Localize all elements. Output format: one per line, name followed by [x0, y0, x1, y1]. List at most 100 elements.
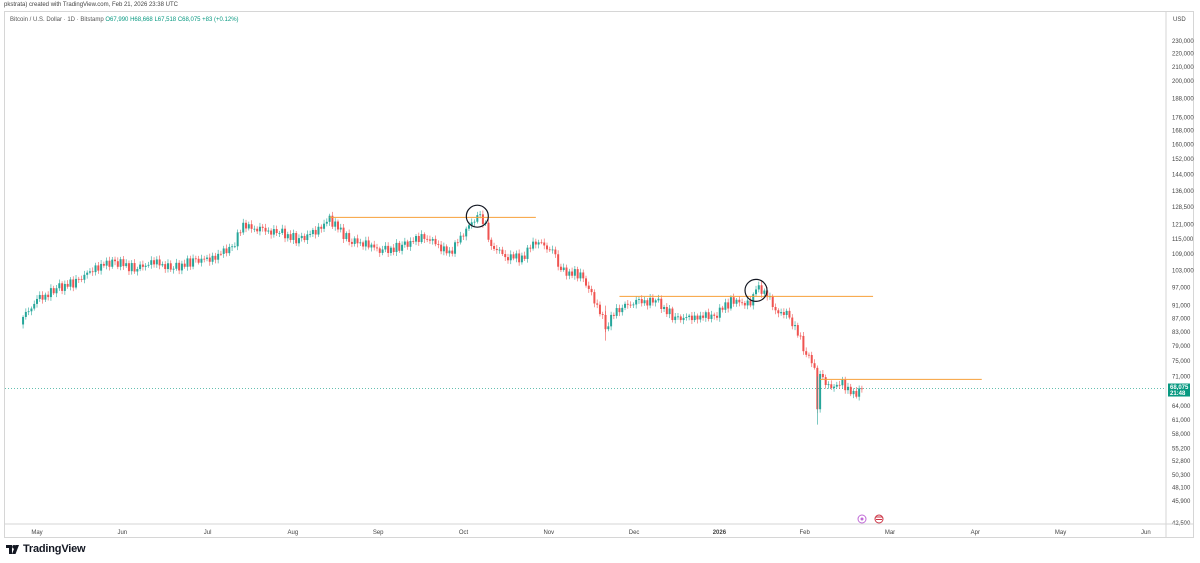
candle-body: [501, 249, 504, 255]
candle-body: [139, 264, 142, 270]
price-tick-label: 103,000: [1172, 268, 1194, 274]
candle-body: [807, 354, 810, 356]
candle-body: [328, 215, 331, 222]
candle-body: [55, 288, 58, 294]
candle-body: [629, 304, 632, 306]
candle-body: [228, 246, 231, 254]
candle-body: [473, 221, 476, 223]
candle-body: [774, 306, 777, 311]
candle-body: [799, 335, 802, 337]
candle-body: [100, 263, 103, 271]
candle-body: [710, 314, 713, 319]
candle-body: [236, 232, 239, 247]
candle-body: [114, 259, 117, 262]
price-countdown: 21:48: [1170, 391, 1186, 397]
candle-body: [350, 241, 353, 244]
candle-body: [217, 253, 220, 260]
candle-body: [264, 227, 267, 232]
candle-body: [763, 290, 766, 294]
candle-body: [225, 248, 228, 254]
candle-body: [38, 294, 41, 299]
price-tick-label: 168,000: [1172, 129, 1194, 135]
candle-body: [359, 242, 362, 244]
candle-body: [481, 214, 484, 224]
candle-body: [741, 302, 744, 304]
candle-body: [247, 224, 250, 229]
candle-body: [796, 325, 799, 336]
price-tick-label: 64,000: [1172, 404, 1191, 410]
candle-body: [175, 262, 178, 269]
candle-body: [454, 242, 457, 254]
candle-body: [663, 306, 666, 310]
candle-body: [721, 307, 724, 310]
candle-body: [523, 255, 526, 259]
candle-body: [395, 242, 398, 253]
candle-body: [643, 300, 646, 304]
candle-body: [261, 226, 264, 228]
price-tick-label: 200,000: [1172, 79, 1194, 85]
candle-body: [660, 298, 663, 310]
candle-body: [116, 261, 119, 267]
candle-body: [729, 297, 732, 309]
candle-body: [83, 274, 86, 280]
time-tick-label: Dec: [629, 530, 640, 536]
time-tick-label: May: [1055, 530, 1066, 536]
candle-body: [284, 228, 287, 239]
candle-body: [757, 285, 760, 290]
candle-body: [197, 258, 200, 263]
candle-body: [44, 294, 47, 300]
candle-body: [41, 294, 44, 300]
candle-body: [593, 292, 596, 304]
candle-body: [676, 316, 679, 318]
price-tick-label: 50,300: [1172, 473, 1191, 479]
tradingview-footer: TradingView: [6, 543, 86, 555]
candle-body: [771, 296, 774, 307]
chart-frame: [4, 11, 1194, 538]
candle-body: [635, 299, 638, 305]
legend-symbol: Bitcoin / U.S. Dollar · 1D · Bitstamp: [10, 17, 104, 23]
candle-body: [442, 246, 445, 252]
candle-body: [292, 233, 295, 240]
candle-body: [336, 221, 339, 230]
candle-body: [387, 245, 390, 253]
candle-body: [295, 233, 298, 244]
candle-body: [810, 355, 813, 364]
candle-body: [136, 269, 139, 272]
candle-body: [415, 236, 418, 242]
candle-body: [713, 314, 716, 316]
candle-body: [702, 315, 705, 318]
time-tick-label: Jun: [117, 530, 127, 536]
candle-body: [437, 244, 440, 246]
candle-body: [587, 285, 590, 289]
candle-body: [565, 267, 568, 276]
candle-body: [445, 246, 448, 254]
candle-body: [532, 241, 535, 249]
candle-body: [245, 222, 248, 229]
candle-body: [534, 241, 537, 245]
candle-body: [166, 263, 169, 270]
candle-body: [108, 260, 111, 267]
candle-body: [250, 224, 253, 229]
candle-body: [36, 298, 38, 304]
candle-body: [94, 265, 97, 273]
candle-body: [194, 258, 197, 260]
candle-body: [651, 297, 654, 303]
price-tick-label: 121,000: [1172, 222, 1194, 228]
symbol-legend: Bitcoin / U.S. Dollar · 1D · Bitstamp O6…: [10, 17, 239, 23]
price-tick-label: 91,000: [1172, 304, 1191, 310]
price-tick-label: 144,000: [1172, 173, 1194, 179]
candle-body: [289, 234, 292, 240]
price-tick-label: 109,000: [1172, 252, 1194, 258]
candle-body: [855, 390, 858, 397]
candle-body: [476, 215, 479, 222]
legend-open: O67,990: [105, 17, 129, 23]
time-tick-label: 2026: [713, 530, 727, 536]
candle-body: [183, 263, 186, 267]
candle-body: [164, 264, 167, 270]
price-axis-currency: USD: [1173, 17, 1186, 23]
candle-body: [192, 258, 195, 267]
candle-body: [785, 310, 788, 315]
price-tick-label: 210,000: [1172, 65, 1194, 71]
event-marker-dot-icon: [860, 517, 864, 521]
